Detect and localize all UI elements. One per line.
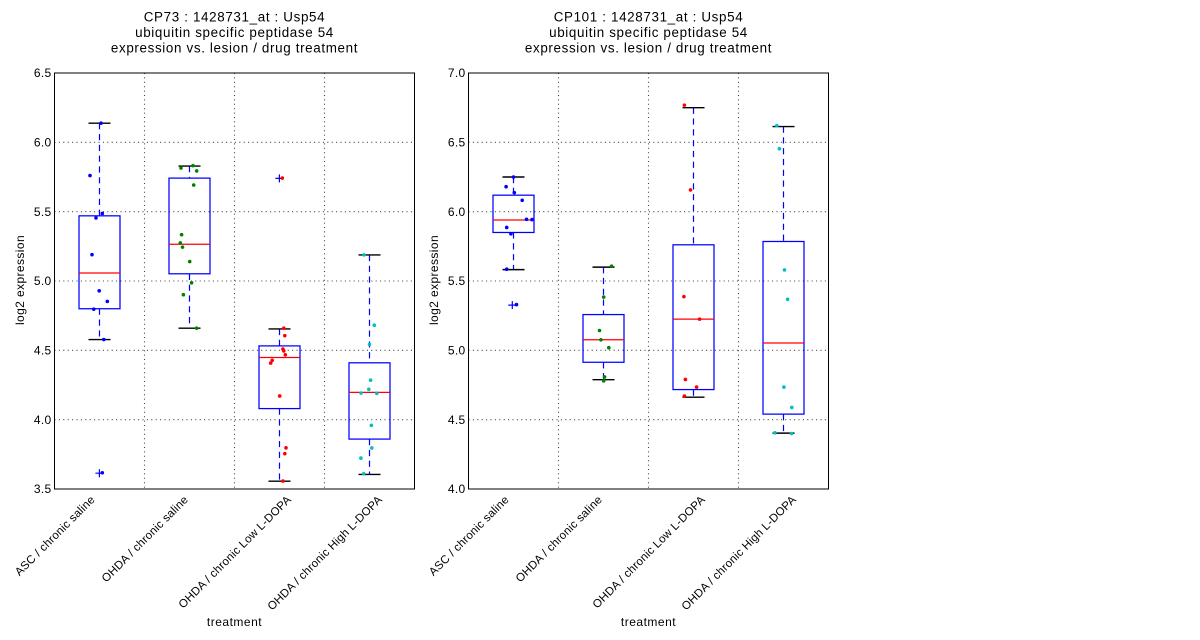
svg-text:6.5: 6.5	[448, 136, 466, 150]
svg-text:5.0: 5.0	[34, 274, 52, 288]
svg-text:4.5: 4.5	[448, 413, 466, 427]
svg-text:ubiquitin specific peptidase 5: ubiquitin specific peptidase 54	[549, 25, 748, 40]
svg-text:CP73 : 1428731_at : Usp54: CP73 : 1428731_at : Usp54	[144, 10, 326, 25]
svg-text:5.5: 5.5	[448, 274, 466, 288]
svg-text:log2 expression: log2 expression	[427, 235, 441, 325]
svg-text:6.5: 6.5	[34, 66, 52, 80]
svg-text:7.0: 7.0	[448, 66, 466, 80]
svg-text:treatment: treatment	[621, 615, 676, 629]
svg-text:log2 expression: log2 expression	[13, 235, 27, 325]
svg-text:5.0: 5.0	[448, 344, 466, 358]
svg-text:4.0: 4.0	[34, 413, 52, 427]
svg-text:expression vs. lesion / drug t: expression vs. lesion / drug treatment	[111, 40, 358, 55]
svg-text:6.0: 6.0	[448, 205, 466, 219]
svg-text:ubiquitin specific peptidase 5: ubiquitin specific peptidase 54	[135, 25, 334, 40]
svg-text:5.5: 5.5	[34, 205, 52, 219]
svg-text:treatment: treatment	[207, 615, 262, 629]
svg-text:expression vs. lesion / drug t: expression vs. lesion / drug treatment	[525, 40, 772, 55]
svg-text:3.5: 3.5	[34, 482, 52, 496]
svg-text:6.0: 6.0	[34, 136, 52, 150]
svg-text:CP101 : 1428731_at : Usp54: CP101 : 1428731_at : Usp54	[554, 10, 744, 25]
svg-text:4.0: 4.0	[448, 482, 466, 496]
svg-text:4.5: 4.5	[34, 344, 52, 358]
